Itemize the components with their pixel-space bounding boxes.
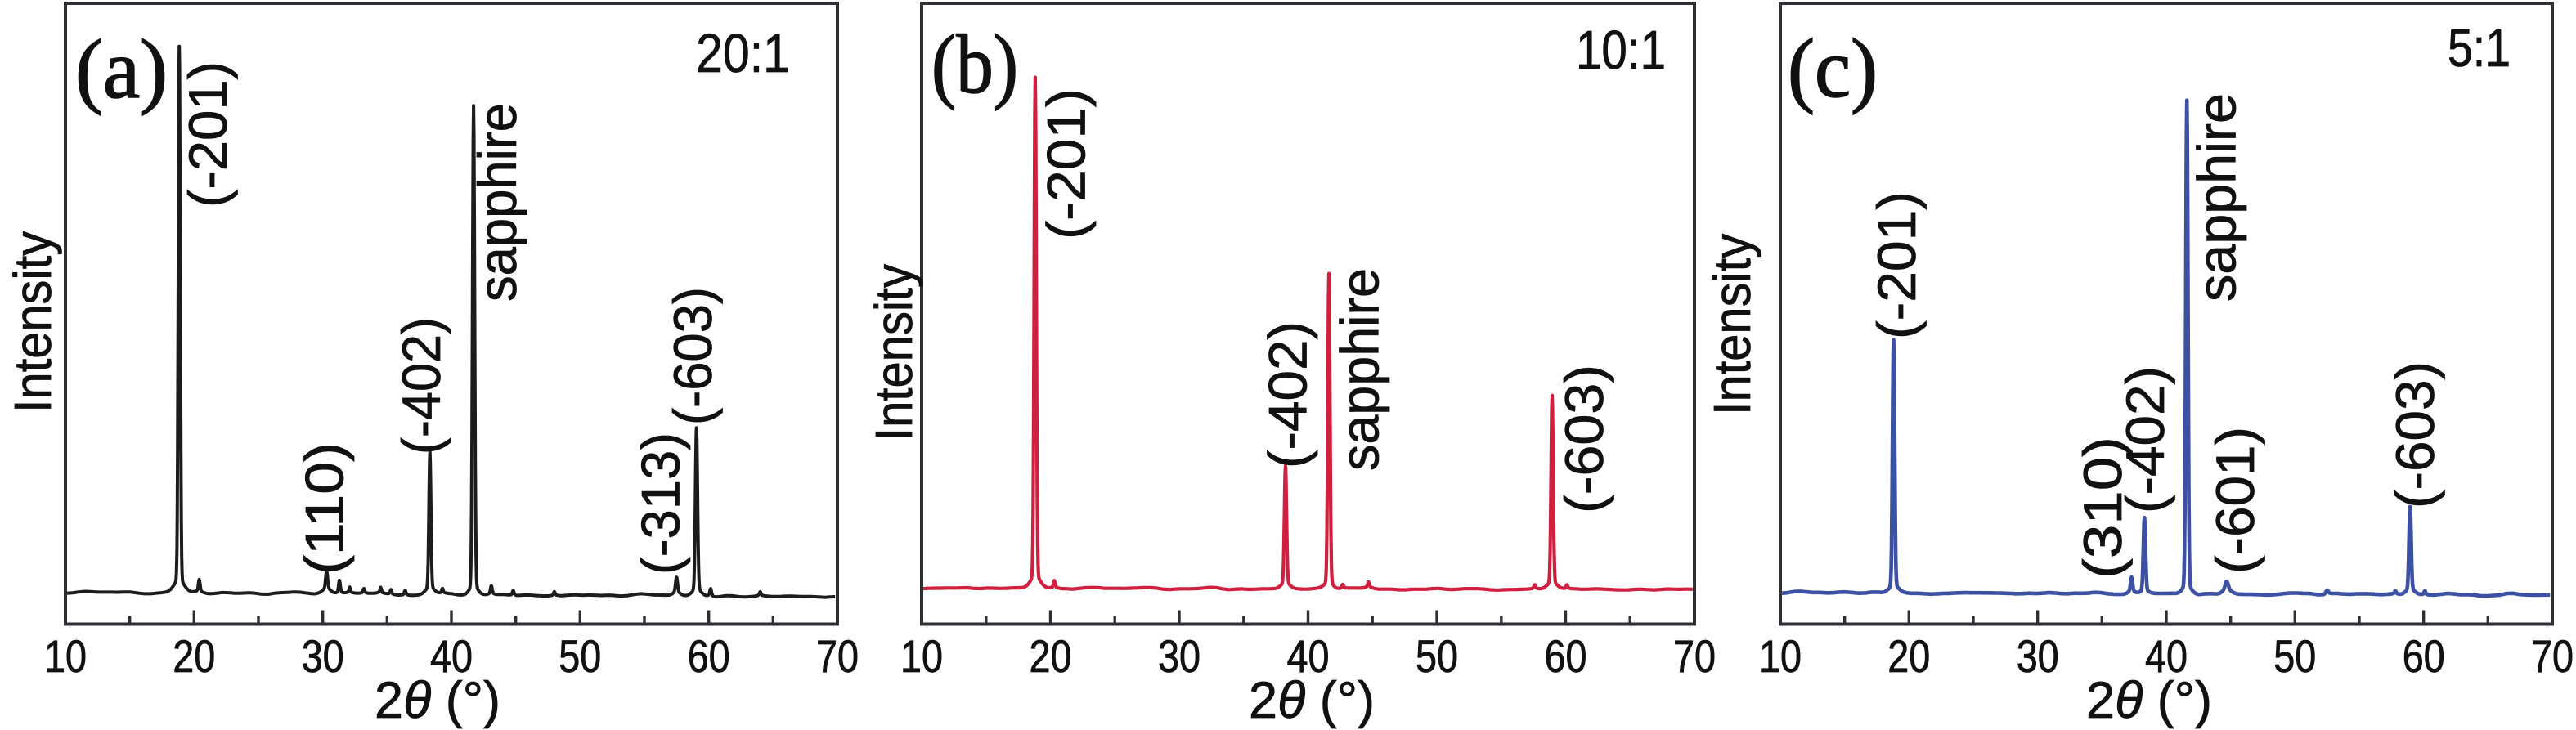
svg-text:(-402): (-402) [1258, 321, 1318, 468]
svg-text:(-603): (-603) [1554, 365, 1614, 513]
svg-text:40: 40 [430, 630, 473, 682]
svg-text:(-201): (-201) [177, 61, 238, 208]
svg-text:(c): (c) [1788, 22, 1878, 115]
svg-text:60: 60 [2403, 630, 2445, 682]
svg-text:2θ (°): 2θ (°) [375, 672, 500, 729]
svg-text:10: 10 [1759, 630, 1802, 682]
svg-text:30: 30 [2017, 630, 2059, 682]
svg-text:20:1: 20:1 [696, 23, 790, 84]
svg-text:(110): (110) [294, 442, 355, 575]
svg-text:30: 30 [1158, 630, 1200, 682]
svg-text:10: 10 [44, 630, 87, 682]
svg-text:sapphire: sapphire [1330, 268, 1390, 471]
svg-text:50: 50 [559, 630, 601, 682]
svg-text:(-402): (-402) [391, 317, 451, 455]
svg-text:30: 30 [302, 630, 344, 682]
svg-text:Intensity: Intensity [1703, 234, 1761, 415]
svg-text:Intensity: Intensity [864, 264, 923, 441]
svg-text:60: 60 [688, 630, 730, 682]
svg-text:20: 20 [173, 630, 215, 682]
svg-text:(-603): (-603) [662, 287, 723, 425]
svg-text:(b): (b) [931, 18, 1018, 111]
svg-text:(-201): (-201) [1036, 88, 1097, 240]
svg-text:10:1: 10:1 [1576, 20, 1666, 81]
svg-text:sapphire: sapphire [2187, 93, 2247, 302]
svg-text:2θ (°): 2θ (°) [2086, 672, 2212, 729]
svg-text:70: 70 [2531, 630, 2574, 682]
svg-text:20: 20 [1887, 630, 1930, 682]
svg-text:(-402): (-402) [2115, 366, 2175, 513]
svg-text:(-603): (-603) [2385, 361, 2445, 508]
svg-text:50: 50 [1416, 630, 1458, 682]
svg-text:20: 20 [1030, 630, 1072, 682]
svg-text:40: 40 [2145, 630, 2188, 682]
svg-text:(-313): (-313) [631, 432, 691, 575]
svg-text:10: 10 [900, 630, 943, 682]
svg-text:(a): (a) [75, 23, 168, 116]
svg-text:60: 60 [1545, 630, 1587, 682]
svg-text:2θ (°): 2θ (°) [1249, 672, 1375, 729]
svg-text:5:1: 5:1 [2448, 17, 2511, 78]
svg-text:40: 40 [1287, 630, 1330, 682]
svg-text:(310): (310) [2072, 437, 2133, 579]
svg-text:Intensity: Intensity [3, 231, 62, 413]
svg-text:sapphire: sapphire [467, 103, 527, 302]
svg-text:(-601): (-601) [2205, 427, 2265, 574]
svg-text:50: 50 [2273, 630, 2316, 682]
svg-text:(-201): (-201) [1866, 191, 1927, 339]
svg-text:70: 70 [816, 630, 859, 682]
svg-text:70: 70 [1673, 630, 1716, 682]
